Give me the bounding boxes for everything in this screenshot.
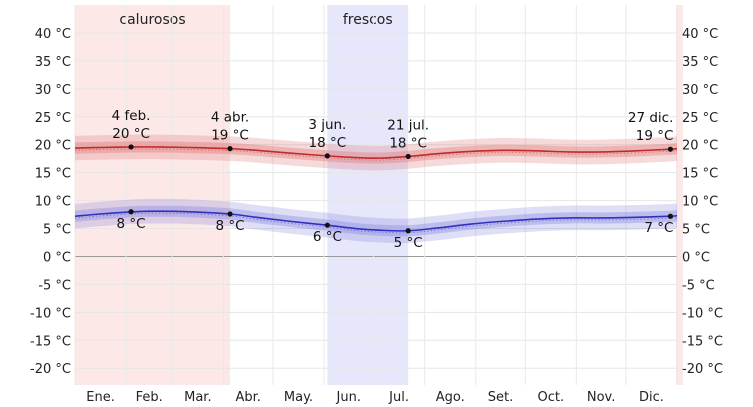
y-tick-label-left: 10 °C [35,195,71,210]
month-label: Jul. [388,390,409,405]
month-label: Abr. [235,390,260,405]
y-tick-label-right: 40 °C [682,27,718,42]
gridlines [74,5,678,385]
high-band-inner [75,141,677,164]
y-tick-label-left: 35 °C [35,55,71,70]
y-tick-label-right: -20 °C [682,362,723,377]
month-label: May. [284,390,313,405]
month-label: Feb. [136,390,163,405]
right-edge-band [676,5,683,385]
y-tick-label-left: 15 °C [35,167,71,182]
y-tick-label-right: 5 °C [682,223,710,238]
annotation-dot [667,146,674,152]
y-tick-label-left: -20 °C [30,362,71,377]
annotation-dot [324,222,330,228]
month-label: Jun. [336,390,361,405]
annotation-value: 19 °C [211,128,249,144]
y-tick-label-right: 35 °C [682,55,718,70]
season-bands: calurosos frescos [75,5,683,385]
season-band-1 [327,5,409,385]
annotation-dot [128,209,134,215]
annotation-dot [227,146,233,152]
y-tick-label-left: 5 °C [43,223,71,238]
annotation-dot [405,228,411,234]
y-tick-label-right: 0 °C [682,250,710,265]
y-tick-label-left: 40 °C [35,27,71,42]
annotation-date: 4 feb. [112,108,151,124]
month-label: Ene. [86,390,115,405]
annotation-date: 4 abr. [211,110,249,126]
y-tick-label-right: 30 °C [682,83,718,98]
month-label: Dic. [639,390,664,405]
month-label: Set. [488,390,513,405]
annotation-value: 5 °C [394,235,423,251]
annotation-value: 6 °C [313,229,342,245]
y-tick-label-left: 0 °C [43,250,71,265]
y-tick-label-right: 15 °C [682,167,718,182]
annotation-value: 8 °C [117,216,146,232]
high-band-outer [75,134,677,171]
y-tick-label-right: 25 °C [682,111,718,126]
annotation-date: 3 jun. [308,117,346,133]
annotation-value: 18 °C [309,135,347,151]
annotation-value: 7 °C [644,220,673,236]
annotation-date: 27 dic. [628,110,674,126]
low-dotted-line [74,212,678,234]
annotation-value: 8 °C [216,218,245,234]
y-tick-label-left: -15 °C [30,334,71,349]
annotation-dot [227,211,233,217]
annotation-dot [667,213,674,219]
y-tick-label-left: 20 °C [35,139,71,154]
high-dotted-line [74,148,678,161]
annotation-value: 18 °C [389,135,427,151]
y-tick-label-left: -5 °C [38,278,71,293]
month-label: Ago. [436,390,465,405]
high-line [74,146,678,159]
y-tick-label-left: 30 °C [35,83,71,98]
month-label: Mar. [184,390,211,405]
month-label: Oct. [538,390,565,405]
annotation-dot [405,153,411,160]
axes: 40 °C 40 °C 35 °C 35 °C 30 °C 30 °C 25 °C 25 °C… [30,27,723,405]
low-line [74,210,678,232]
annotations: 4 feb. 20 °C 4 abr. 19 °C 3 jun. 18 °C 21 jul.… [112,108,674,251]
series-layer [74,134,678,244]
annotation-date: 21 jul. [387,117,429,133]
annotation-dot [128,144,134,150]
y-tick-label-right: -15 °C [682,334,723,349]
season-label-1: frescos [343,12,393,28]
y-tick-label-right: -5 °C [682,278,715,293]
annotation-value: 20 °C [112,126,150,142]
season-band-0 [75,5,231,385]
season-label-0: calurosos [119,12,185,28]
month-label: Nov. [587,390,616,405]
low-band-outer [75,198,677,244]
annotation-value: 19 °C [636,128,674,144]
y-tick-label-right: 20 °C [682,139,718,154]
annotation-dot [324,153,330,159]
y-tick-label-right: -10 °C [682,306,723,321]
y-tick-label-left: -10 °C [30,306,71,321]
y-tick-label-right: 10 °C [682,195,718,210]
y-tick-label-left: 25 °C [35,111,71,126]
